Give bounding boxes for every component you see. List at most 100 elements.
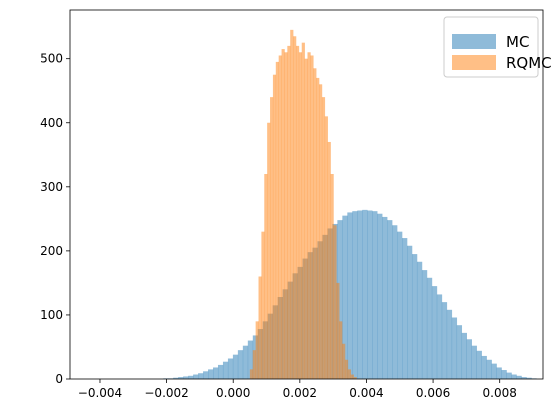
histogram-bar-rqmc bbox=[287, 45, 291, 379]
histogram-bar-rqmc bbox=[330, 174, 334, 379]
histogram-bar-mc bbox=[237, 350, 244, 379]
histogram-bar-rqmc bbox=[301, 42, 305, 379]
histogram-bar-rqmc bbox=[307, 52, 311, 379]
histogram-bar-rqmc bbox=[321, 97, 326, 379]
histogram-bar-mc bbox=[217, 364, 224, 379]
histogram-bar-mc bbox=[526, 377, 532, 379]
histogram-bar-rqmc bbox=[293, 36, 297, 379]
histogram-bar-mc bbox=[203, 371, 209, 379]
legend-label-mc: MC bbox=[506, 33, 529, 51]
y-tick-label: 100 bbox=[40, 308, 63, 322]
legend: MC RQMC bbox=[443, 16, 552, 78]
histogram-bar-rqmc bbox=[275, 61, 279, 379]
histogram-bar-mc bbox=[471, 345, 477, 379]
histogram-bar-rqmc bbox=[344, 359, 349, 379]
histogram-bar-mc bbox=[466, 339, 472, 379]
histogram-bar-mc bbox=[397, 231, 403, 379]
histogram-bar-mc bbox=[232, 354, 239, 379]
histogram-bar-mc bbox=[496, 367, 502, 379]
histogram-bar-mc bbox=[387, 220, 393, 379]
x-tick-label: 0.000 bbox=[216, 386, 250, 400]
histogram-bar-rqmc bbox=[255, 321, 259, 379]
histogram-bar-mc bbox=[173, 377, 179, 379]
x-tick-label: −0.002 bbox=[144, 386, 188, 400]
x-tick-label: 0.004 bbox=[349, 386, 383, 400]
y-tick-label: 200 bbox=[40, 244, 63, 258]
histogram-bar-mc bbox=[392, 225, 398, 379]
histogram-bar-rqmc bbox=[350, 374, 354, 379]
histogram-bar-mc bbox=[208, 369, 214, 379]
y-tick-label: 300 bbox=[40, 180, 63, 194]
histogram-bar-mc bbox=[446, 309, 453, 379]
histogram-bar-mc bbox=[372, 211, 378, 379]
histogram-bar-rqmc bbox=[261, 231, 265, 379]
histogram-bar-mc bbox=[486, 359, 492, 379]
histogram-bar-mc bbox=[352, 211, 358, 379]
histogram-bar-mc bbox=[491, 363, 497, 379]
legend-label-rqmc: RQMC bbox=[506, 54, 552, 72]
histogram-bar-rqmc bbox=[290, 29, 294, 379]
histogram-bar-rqmc bbox=[252, 350, 256, 379]
x-axis: −0.004 −0.002 0.000 0.002 0.004 0.006 0.008 bbox=[78, 379, 517, 400]
series-mc-bars bbox=[163, 209, 537, 379]
histogram-bar-mc bbox=[506, 372, 512, 379]
legend-swatch-rqmc bbox=[452, 55, 496, 70]
histogram-bar-rqmc bbox=[336, 282, 340, 379]
histogram-bar-mc bbox=[183, 376, 189, 379]
histogram-bar-rqmc bbox=[353, 377, 357, 379]
histogram-bar-mc bbox=[193, 374, 199, 379]
y-tick-label: 500 bbox=[40, 52, 63, 66]
histogram-bar-rqmc bbox=[327, 141, 331, 379]
histogram-bar-mc bbox=[516, 375, 522, 379]
histogram-bar-mc bbox=[411, 254, 418, 379]
x-tick-label: 0.002 bbox=[283, 386, 317, 400]
histogram-bar-rqmc bbox=[270, 97, 274, 379]
histogram-bar-rqmc bbox=[278, 55, 282, 379]
histogram-bar-mc bbox=[416, 261, 423, 379]
histogram-bar-rqmc bbox=[284, 52, 288, 379]
histogram-bar-rqmc bbox=[304, 58, 308, 379]
histogram-bar-mc bbox=[481, 355, 487, 379]
axes-frame bbox=[69, 9, 544, 380]
histogram-bar-rqmc bbox=[281, 49, 285, 379]
x-tick-label: 0.006 bbox=[416, 386, 450, 400]
histogram-bar-mc bbox=[222, 361, 229, 379]
histogram-bar-mc bbox=[456, 325, 463, 379]
histogram-bar-rqmc bbox=[310, 55, 314, 379]
histogram-bar-mc bbox=[213, 367, 219, 379]
histogram-bar-rqmc bbox=[272, 74, 277, 379]
histogram-bar-rqmc bbox=[313, 68, 317, 379]
histogram-bar-rqmc bbox=[249, 369, 254, 379]
histogram-bar-mc bbox=[188, 375, 194, 379]
histogram-bar-mc bbox=[242, 345, 249, 379]
histogram-bar-mc bbox=[198, 373, 204, 379]
histogram-bar-mc bbox=[337, 220, 343, 379]
histogram-bar-rqmc bbox=[295, 45, 300, 379]
histogram-bar-rqmc bbox=[319, 84, 323, 379]
histogram-bar-mc bbox=[362, 209, 368, 379]
histogram-bar-mc bbox=[347, 212, 353, 379]
histogram-bar-mc bbox=[357, 210, 363, 379]
histogram-bar-mc bbox=[441, 302, 448, 379]
histogram-bar-rqmc bbox=[347, 369, 352, 379]
y-tick-label: 0 bbox=[55, 372, 63, 386]
histogram-bar-mc bbox=[426, 277, 433, 379]
histogram-bar-mc bbox=[178, 377, 184, 379]
histogram-bar-mc bbox=[511, 374, 517, 379]
histogram-bar-mc bbox=[421, 270, 428, 379]
y-tick-label: 400 bbox=[40, 116, 63, 130]
histogram-bar-mc bbox=[247, 340, 254, 379]
histogram-bar-rqmc bbox=[324, 116, 328, 379]
histogram-bar-rqmc bbox=[316, 77, 320, 379]
histogram-bar-rqmc bbox=[333, 225, 337, 379]
histogram-bar-rqmc bbox=[298, 52, 303, 379]
histogram-bar-mc bbox=[436, 294, 443, 379]
legend-swatch-mc bbox=[452, 34, 496, 49]
histogram-bar-mc bbox=[461, 332, 467, 379]
histogram-bar-mc bbox=[501, 370, 507, 379]
y-axis: 0 100 200 300 400 500 bbox=[40, 52, 70, 386]
histogram-bar-mc bbox=[521, 377, 527, 379]
histogram-bar-rqmc bbox=[264, 174, 268, 379]
histogram-bar-mc bbox=[451, 317, 458, 379]
